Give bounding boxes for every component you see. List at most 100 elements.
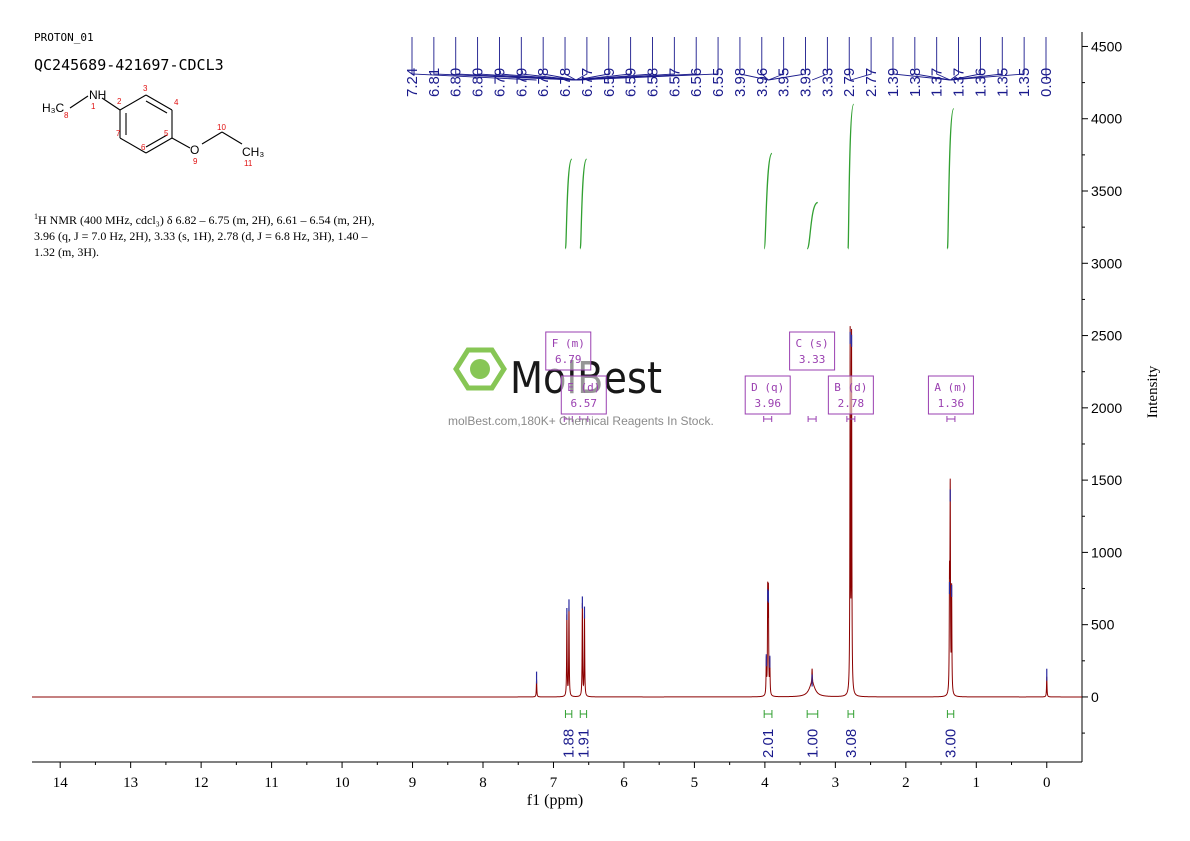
integral-value: 1.00 (804, 729, 821, 758)
logo-hexagon (453, 347, 507, 391)
multiplet-box (545, 331, 592, 371)
peak-label-leader (575, 37, 610, 81)
x-tick-label: 12 (194, 775, 209, 791)
y-tick-label: 1500 (1091, 472, 1122, 488)
peak-label-leader (575, 37, 632, 81)
bond (145, 100, 168, 114)
peak-label: 6.59 (601, 68, 618, 97)
peak-label-leader (768, 37, 806, 81)
x-tick-label: 3 (832, 775, 840, 791)
atom-number: 2 (117, 97, 122, 106)
peak-label-leader (575, 37, 588, 81)
x-tick-label: 7 (550, 775, 558, 791)
multiplet-annotations: F (m) 6.79 E (d) 6.57 D (q) 3.96 C (s) 3.33 B (d… (545, 331, 974, 422)
peak-label: 0.00 (1038, 68, 1055, 97)
multiplet-label: A (m) (934, 381, 967, 394)
peak-label: 2.77 (863, 68, 880, 97)
peak-label-leader (848, 37, 852, 81)
y-tick-label: 1000 (1091, 544, 1122, 560)
watermark-tagline: molBest.com,180K+ Chemical Reagents In S… (448, 414, 714, 428)
experiment-name: PROTON_01 (34, 31, 94, 44)
multiplet-label: D (q) (751, 381, 784, 394)
integrals: 1.881.91 2.01 1.00 3.08 3.00 (561, 710, 960, 758)
peak-label: 1.35 (994, 68, 1011, 97)
integral-value: 1.88 (561, 729, 578, 758)
multiplet-box (927, 375, 974, 415)
atom-number: 1 (91, 102, 96, 111)
x-tick-label: 13 (123, 775, 138, 791)
peak-label-leader (768, 37, 785, 81)
logo-dot (470, 359, 490, 379)
peak-label: 6.78 (535, 68, 552, 97)
peak-label-leader (761, 37, 769, 81)
peak-label-leader (576, 37, 719, 81)
multiplet-shift: 6.79 (555, 353, 582, 366)
integral-curve (847, 103, 855, 250)
bond (145, 134, 168, 148)
peak-label-leader (564, 37, 577, 81)
atom-h3c: H₃C (42, 101, 65, 115)
bond (201, 131, 223, 145)
y-axis-label: Intensity (1145, 365, 1161, 418)
peak-label-leader (850, 37, 872, 81)
y-tick-label: 2500 (1091, 328, 1122, 344)
atom-oxygen: O (190, 143, 199, 157)
peak-label: 1.37 (951, 68, 968, 97)
peak-label-leader (811, 37, 828, 81)
integral-curve (946, 107, 955, 250)
peak-label-leader (936, 37, 951, 81)
description-text: H NMR (400 MHz, cdcl₃) δ 6.82 – 6.75 (m,… (34, 213, 375, 259)
nucleus-superscript: 1 (34, 212, 38, 221)
multiplet-label: F (m) (552, 337, 585, 350)
integral-value: 3.00 (943, 729, 960, 758)
multiplet-box (744, 375, 791, 415)
peak-label: 7.24 (404, 68, 421, 97)
peak-label: 3.96 (754, 68, 771, 97)
atom-number: 10 (217, 123, 226, 132)
bond (145, 137, 173, 154)
bond (145, 94, 173, 111)
atom-number: 4 (174, 98, 179, 107)
integral-value: 3.08 (843, 729, 860, 758)
peak-label: 2.79 (841, 68, 858, 97)
peak-label-leader (892, 37, 951, 81)
integral-curves (564, 103, 955, 250)
integral-value: 2.01 (760, 729, 777, 758)
y-tick-label: 500 (1091, 617, 1115, 633)
spectrum (32, 326, 1082, 698)
peak-label: 3.33 (819, 68, 836, 97)
peak-label: 6.55 (710, 68, 727, 97)
peak-label-leader (949, 37, 960, 81)
multiplet-shift: 3.96 (754, 397, 781, 410)
peak-label-leader (1045, 37, 1048, 81)
peak-label: 1.37 (929, 68, 946, 97)
peak-label: 1.35 (1016, 68, 1033, 97)
peak-label: 6.80 (470, 68, 487, 97)
peak-label: 3.93 (798, 68, 815, 97)
peak-labels: 7.24 6.81 6.80 6.80 6.79 6.79 6.78 6.78 6.77 6.59… (404, 37, 1055, 97)
peak-label: 1.39 (885, 68, 902, 97)
peak-label-leader (950, 37, 1003, 81)
peak-label: 6.58 (644, 68, 661, 97)
peak-label: 6.56 (688, 68, 705, 97)
atom-ch3: CH₃ (242, 145, 264, 159)
atom-number: 5 (164, 129, 169, 138)
multiplet-shift: 1.36 (938, 397, 965, 410)
y-tick-label: 3500 (1091, 183, 1122, 199)
peak-label: 6.80 (448, 68, 465, 97)
bond (101, 97, 121, 111)
x-tick-label: 1 (973, 775, 981, 791)
atom-nh: NH (89, 88, 106, 102)
multiplet-box (560, 375, 607, 415)
peak-label-leader (411, 37, 537, 81)
multiplet-label: C (s) (796, 337, 829, 350)
integral-curve (806, 201, 819, 250)
axes: 14 13 12 11 10 9 8 7 6 5 4 3 2 1 005001000150020002500… (32, 32, 1122, 791)
peak-label-leader (477, 37, 577, 81)
integral-curve (763, 152, 773, 250)
multiplet-shift: 6.57 (571, 397, 598, 410)
peak-label-leader (950, 37, 1025, 81)
multiplet-box (827, 375, 874, 415)
peak-label: 6.78 (557, 68, 574, 97)
